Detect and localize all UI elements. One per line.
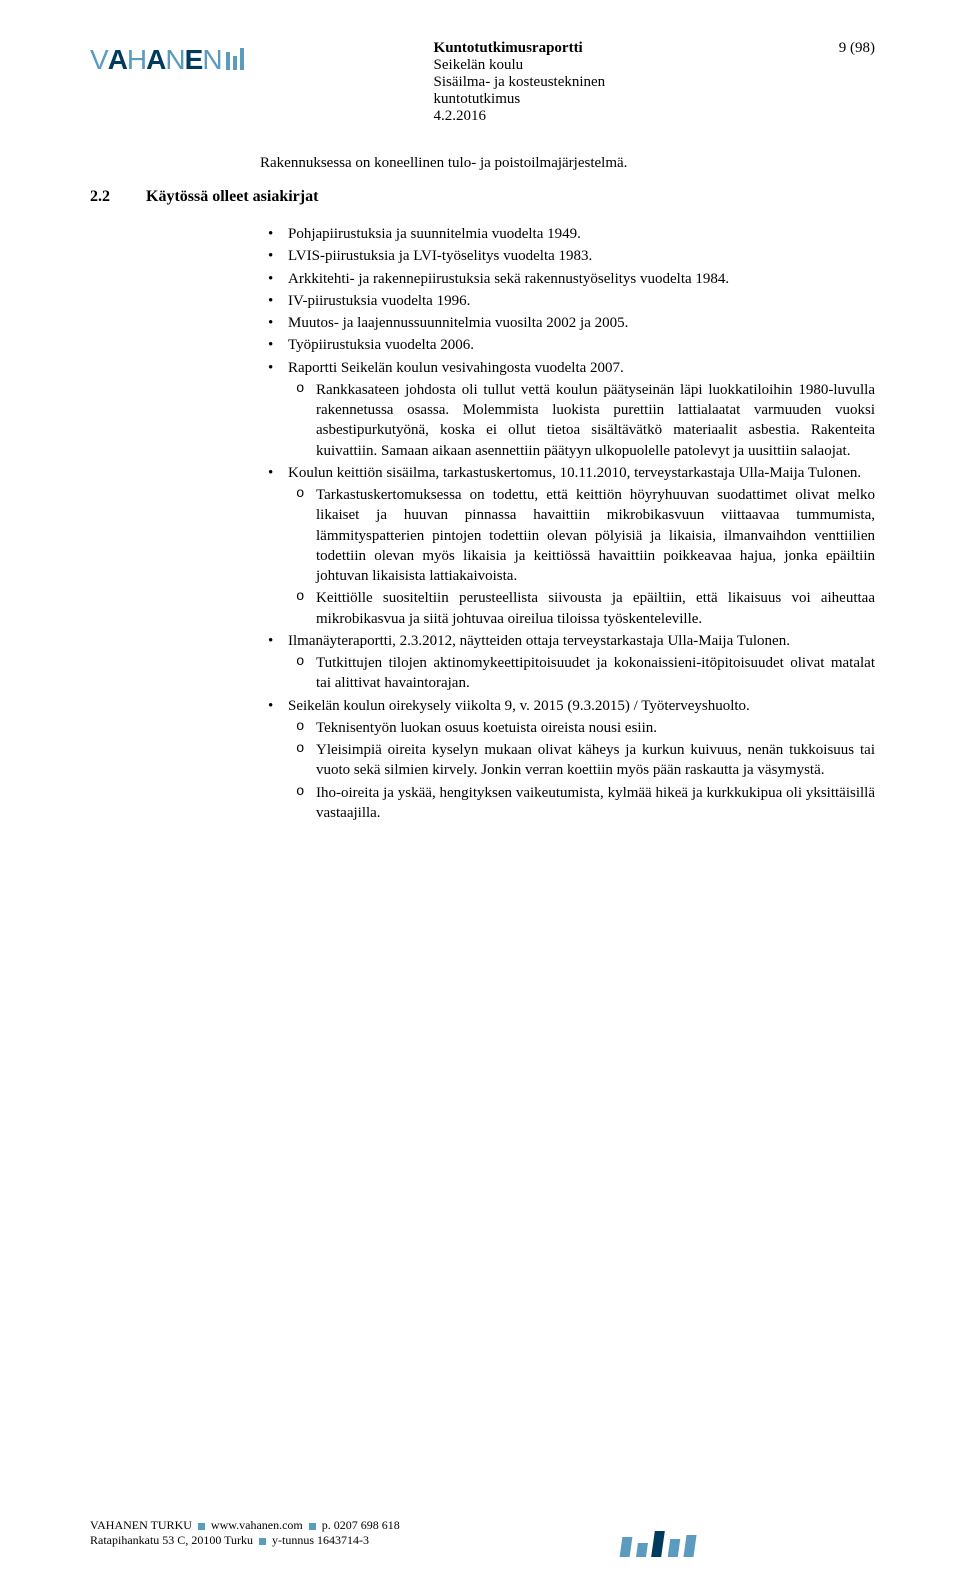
footer-phone: 0207 698 618 bbox=[334, 1518, 400, 1532]
doc-date: 4.2.2016 bbox=[434, 108, 799, 125]
doc-subtitle: kuntotutkimus bbox=[434, 91, 799, 108]
list-item: Pohjapiirustuksia ja suunnitelmia vuodel… bbox=[260, 224, 875, 244]
footer-url: www.vahanen.com bbox=[211, 1518, 303, 1532]
logo-bars-icon bbox=[226, 48, 244, 70]
sub-list: Teknisentyön luokan osuus koetuista oire… bbox=[288, 718, 875, 823]
footer-line-2: Ratapihankatu 53 C, 20100 Turku y-tunnus… bbox=[90, 1533, 875, 1549]
doc-title: Kuntotutkimusraportti bbox=[434, 40, 799, 57]
logo-letter: H bbox=[127, 44, 146, 76]
list-item: Työpiirustuksia vuodelta 2006. bbox=[260, 335, 875, 355]
list-item: Arkkitehti- ja rakennepiirustuksia sekä … bbox=[260, 269, 875, 289]
logo-letter: N bbox=[165, 44, 184, 76]
sub-list: Tutkittujen tilojen aktinomykeettipitois… bbox=[288, 653, 875, 694]
list-item: Seikelän koulun oirekysely viikolta 9, v… bbox=[260, 696, 875, 824]
logo-letter: A bbox=[146, 44, 165, 76]
square-icon bbox=[259, 1538, 266, 1545]
footer-vat-label: y-tunnus bbox=[272, 1533, 314, 1547]
list-item-text: Ilmanäyteraportti, 2.3.2012, näytteiden … bbox=[288, 633, 790, 649]
list-item: IV-piirustuksia vuodelta 1996. bbox=[260, 291, 875, 311]
sub-list-item: Teknisentyön luokan osuus koetuista oire… bbox=[288, 718, 875, 738]
content-body: Pohjapiirustuksia ja suunnitelmia vuodel… bbox=[260, 224, 875, 823]
list-item: Muutos- ja laajennussuunnitelmia vuosilt… bbox=[260, 313, 875, 333]
logo-letter: A bbox=[108, 44, 127, 76]
sub-list: Rankkasateen johdosta oli tullut vettä k… bbox=[288, 380, 875, 461]
sub-list-item: Yleisimpiä oireita kyselyn mukaan olivat… bbox=[288, 740, 875, 781]
square-icon bbox=[198, 1523, 205, 1530]
section-heading: 2.2 Käytössä olleet asiakirjat bbox=[90, 188, 875, 206]
logo-letter: V bbox=[90, 44, 108, 76]
intro-text: Rakennuksessa on koneellinen tulo- ja po… bbox=[260, 155, 875, 172]
footer-company: VAHANEN TURKU bbox=[90, 1518, 192, 1532]
bullet-list: Pohjapiirustuksia ja suunnitelmia vuodel… bbox=[260, 224, 875, 823]
sub-list-item: Tarkastuskertomuksessa on todettu, että … bbox=[288, 485, 875, 586]
section-title: Käytössä olleet asiakirjat bbox=[146, 188, 318, 206]
logo-text: V A H A N E N bbox=[90, 44, 222, 76]
list-item: Koulun keittiön sisäilma, tarkastuskerto… bbox=[260, 463, 875, 629]
footer-vat: 1643714-3 bbox=[317, 1533, 369, 1547]
list-item: Ilmanäyteraportti, 2.3.2012, näytteiden … bbox=[260, 631, 875, 694]
sub-list-item: Rankkasateen johdosta oli tullut vettä k… bbox=[288, 380, 875, 461]
doc-subtitle: Seikelän koulu bbox=[434, 57, 799, 74]
list-item-text: Koulun keittiön sisäilma, tarkastuskerto… bbox=[288, 465, 861, 481]
sub-list-item: Tutkittujen tilojen aktinomykeettipitois… bbox=[288, 653, 875, 694]
logo: V A H A N E N bbox=[90, 40, 244, 125]
logo-letter: N bbox=[202, 44, 221, 76]
footer-address: Ratapihankatu 53 C, 20100 Turku bbox=[90, 1533, 253, 1547]
sub-list: Tarkastuskertomuksessa on todettu, että … bbox=[288, 485, 875, 629]
list-item: LVIS-piirustuksia ja LVI-työselitys vuod… bbox=[260, 246, 875, 266]
sub-list-item: Keittiölle suositeltiin perusteellista s… bbox=[288, 588, 875, 629]
sub-list-item: Iho-oireita ja yskää, hengityksen vaikeu… bbox=[288, 783, 875, 824]
page-header: V A H A N E N Kuntotutkimusraportti Seik… bbox=[90, 40, 875, 125]
footer-phone-label: p. bbox=[322, 1518, 331, 1532]
header-meta: Kuntotutkimusraportti Seikelän koulu Sis… bbox=[244, 40, 799, 125]
footer-line-1: VAHANEN TURKU www.vahanen.com p. 0207 69… bbox=[90, 1518, 875, 1534]
square-icon bbox=[309, 1523, 316, 1530]
logo-letter: E bbox=[185, 44, 203, 76]
list-item: Raportti Seikelän koulun vesivahingosta … bbox=[260, 358, 875, 461]
page-footer: VAHANEN TURKU www.vahanen.com p. 0207 69… bbox=[90, 1518, 875, 1549]
list-item-text: Seikelän koulun oirekysely viikolta 9, v… bbox=[288, 698, 750, 714]
doc-subtitle: Sisäilma- ja kosteustekninen bbox=[434, 74, 799, 91]
footer-bars-icon bbox=[621, 1531, 695, 1557]
page-number: 9 (98) bbox=[799, 40, 875, 125]
list-item-text: Raportti Seikelän koulun vesivahingosta … bbox=[288, 360, 624, 376]
section-number: 2.2 bbox=[90, 188, 146, 206]
